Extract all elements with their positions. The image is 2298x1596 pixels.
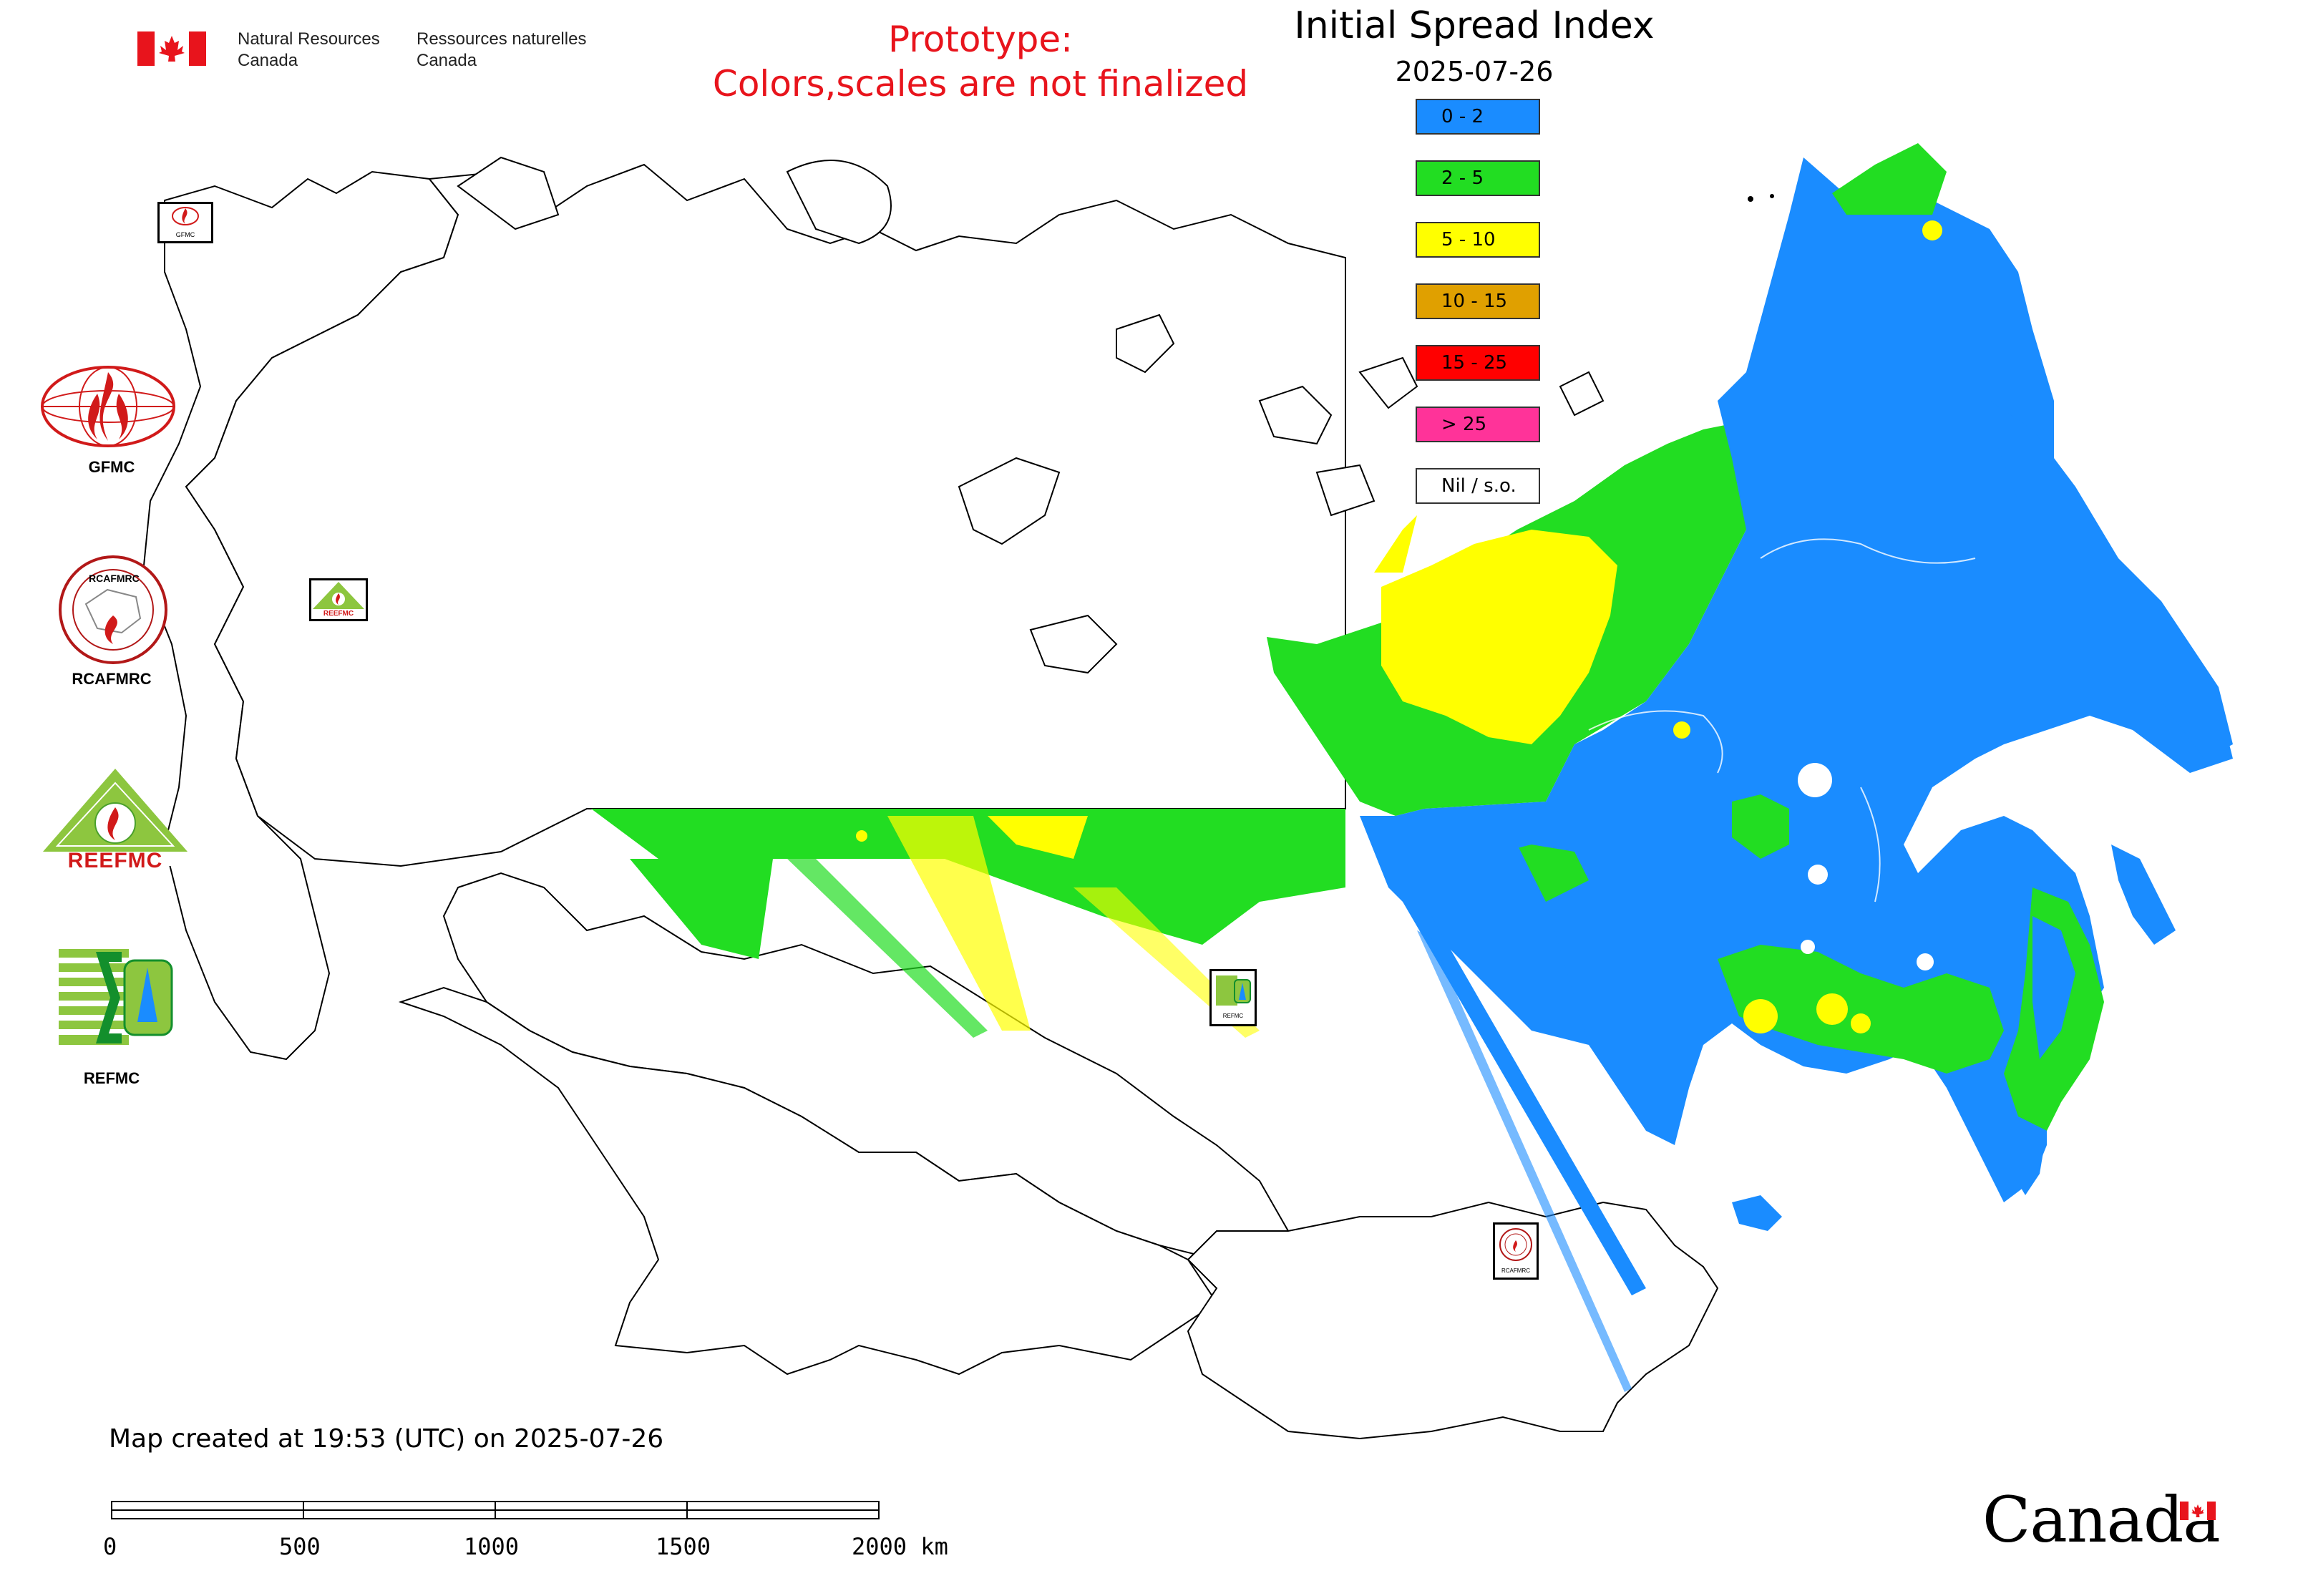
legend-item-5-10: 5 - 10 <box>1416 222 1540 258</box>
scale-label-0: 0 <box>103 1533 117 1560</box>
reefmc-label: REEFMC <box>67 849 163 872</box>
gfmc-logo <box>40 365 176 448</box>
scale-label-1000: 1000 <box>464 1533 520 1560</box>
map-marker-reefmc-label: REEFMC <box>323 610 354 618</box>
map-marker-refmc: REFMC <box>1209 969 1257 1026</box>
map-marker-refmc-label: REFMC <box>1222 1013 1244 1019</box>
scale-bar <box>110 1500 883 1522</box>
canada-wordmark-flag-icon <box>2180 1502 2216 1520</box>
scale-label-1500: 1500 <box>656 1533 711 1560</box>
rcafmrc-ring-text: RCAFMRC <box>89 573 140 584</box>
gfmc-label: GFMC <box>88 458 135 476</box>
agency-name-fr: Ressources naturelles Canada <box>417 29 587 70</box>
refmc-label: REFMC <box>83 1069 140 1087</box>
isi-raster <box>591 143 2233 1392</box>
map-date: 2025-07-26 <box>1395 56 1554 87</box>
rcafmrc-label: RCAFMRC <box>72 670 152 688</box>
reefmc-logo <box>40 766 190 866</box>
map-marker-rcafmrc: RCAFMRC <box>1493 1222 1539 1280</box>
map-marker-rcafmrc-label: RCAFMRC <box>1501 1267 1530 1274</box>
legend-item-0-2: 0 - 2 <box>1416 99 1540 135</box>
map-title: Initial Spread Index <box>1294 4 1655 47</box>
prototype-notice: Prototype: Colors,scales are not finaliz… <box>712 19 1249 104</box>
refmc-logo <box>59 943 173 1051</box>
arctic-islands <box>958 313 1605 674</box>
map-marker-gfmc-label: GFMC <box>175 231 195 238</box>
map-created-text: Map created at 19:53 (UTC) on 2025-07-26 <box>109 1424 664 1454</box>
legend-item-15-25: 15 - 25 <box>1416 345 1540 381</box>
legend-item-2-5: 2 - 5 <box>1416 160 1540 196</box>
legend-item-10-15: 10 - 15 <box>1416 283 1540 319</box>
scale-label-2000: 2000 km <box>852 1533 948 1560</box>
scale-label-500: 500 <box>279 1533 321 1560</box>
canada-flag-icon <box>137 31 206 66</box>
map-marker-reefmc: REEFMC <box>309 578 368 621</box>
agency-name-en: Natural Resources Canada <box>238 29 380 70</box>
country-boundaries <box>142 156 1719 1440</box>
rcafmrc-logo <box>57 554 169 666</box>
legend-item-over-25: > 25 <box>1416 407 1540 442</box>
map-marker-gfmc: GFMC <box>157 202 213 243</box>
legend-item-nil: Nil / s.o. <box>1416 468 1540 504</box>
